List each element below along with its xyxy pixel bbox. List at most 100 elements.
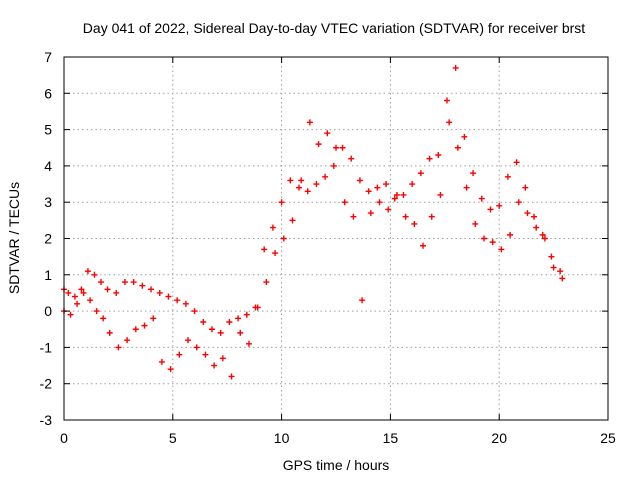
data-point [219,355,226,362]
data-point [91,271,98,278]
data-point [400,191,407,198]
data-point [287,177,294,184]
data-point [548,253,555,260]
x-tick-label: 10 [274,430,290,446]
data-point [383,181,390,188]
data-point [341,199,348,206]
data-point [356,177,363,184]
data-point [409,181,416,188]
data-point [158,358,165,365]
y-tick-label: 1 [44,267,52,283]
data-point [330,162,337,169]
data-point [478,195,485,202]
data-point [454,144,461,151]
data-point [148,286,155,293]
x-tick-label: 15 [383,430,399,446]
data-points [61,64,566,380]
data-point [513,159,520,166]
data-point [74,300,81,307]
data-point [237,329,244,336]
data-point [228,373,235,380]
data-point [339,144,346,151]
data-point [348,155,355,162]
data-point [176,351,183,358]
data-point [254,304,261,311]
data-point [93,308,100,315]
data-point [315,141,322,148]
data-point [350,213,357,220]
data-point [391,195,398,202]
data-point [167,366,174,373]
data-point [202,351,209,358]
data-point [559,275,566,282]
y-tick-label: -3 [40,412,53,428]
data-point [235,315,242,322]
data-point [324,130,331,137]
y-tick-label: 5 [44,122,52,138]
data-point [67,311,74,318]
data-point [272,250,279,257]
y-tick-label: -1 [40,339,53,355]
y-tick-label: 7 [44,49,52,65]
data-point [217,329,224,336]
data-point [498,246,505,253]
data-point [245,340,252,347]
data-point [296,184,303,191]
data-point [333,144,339,151]
data-point [472,220,479,227]
data-point [411,220,418,227]
data-point [452,64,459,71]
y-tick-label: 2 [44,231,52,247]
x-tick-label: 25 [600,430,616,446]
data-point [522,184,529,191]
data-point [289,217,296,224]
data-point [539,231,546,238]
y-tick-label: 6 [44,85,52,101]
data-point [507,231,514,238]
y-axis-label: SDTVAR / TECUs [6,182,22,294]
data-point [139,282,146,289]
data-point [132,326,139,333]
data-point [487,206,494,213]
data-point [193,344,200,351]
data-point [208,326,215,333]
data-point [141,322,148,329]
data-point [304,188,311,195]
data-point [489,239,496,246]
data-point [65,289,72,296]
data-point [156,289,163,296]
data-point [550,264,557,271]
series-track-b [61,119,566,380]
data-point [417,170,424,177]
series-track-a [61,64,564,336]
data-point [100,315,107,322]
data-point [504,173,511,180]
y-tick-label: 0 [44,303,52,319]
data-point [200,318,207,325]
data-point [322,173,329,180]
data-point [496,202,503,209]
data-point [269,224,276,231]
data-point [533,224,540,231]
data-point [278,199,285,206]
data-point [428,213,435,220]
data-point [243,311,250,318]
data-point [420,242,427,249]
data-point [211,362,218,369]
data-point [541,235,548,242]
data-point [306,119,313,126]
data-point [174,297,181,304]
data-point [150,315,157,322]
data-point [463,184,470,191]
data-point [446,119,453,126]
data-point [461,133,468,140]
data-point [71,293,78,300]
grid-lines [64,57,608,420]
data-point [367,210,374,217]
data-point [263,279,270,286]
data-point [113,289,120,296]
data-point [374,184,381,191]
data-point [185,337,192,344]
data-point [130,279,137,286]
data-point [480,235,487,242]
